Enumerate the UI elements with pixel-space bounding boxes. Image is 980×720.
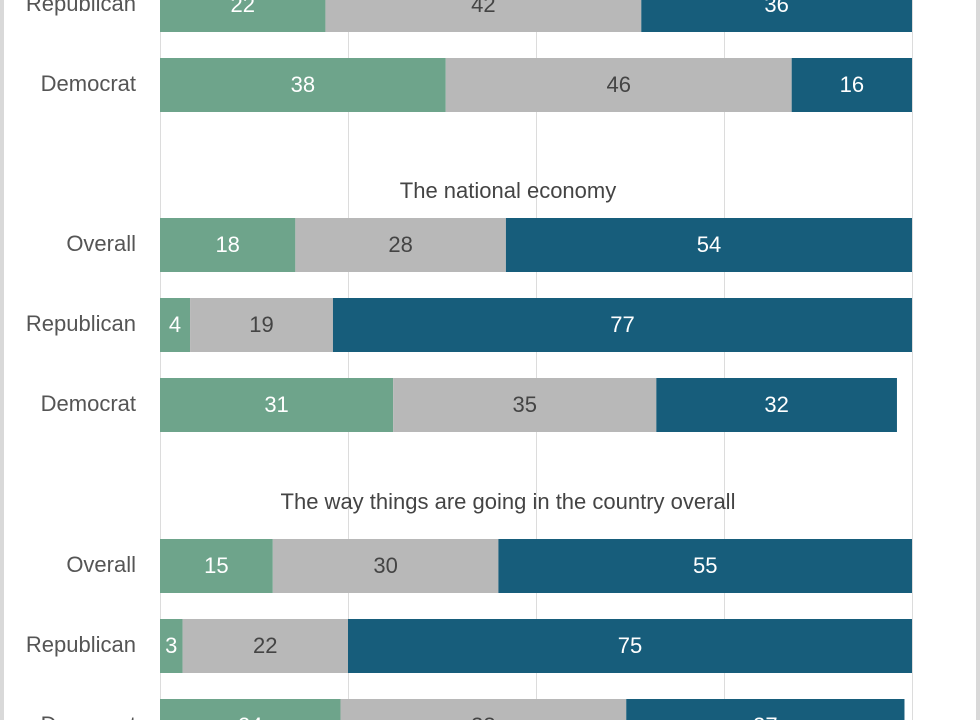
- value-label: 30: [373, 553, 397, 578]
- value-label: 28: [388, 232, 412, 257]
- bar-segment: [190, 298, 333, 352]
- category-label: Republican: [26, 0, 136, 16]
- value-label: 54: [697, 232, 721, 257]
- category-label: Democrat: [41, 712, 136, 720]
- bar-segment: [325, 0, 642, 32]
- category-label: Overall: [66, 552, 136, 577]
- bar-segment: [332, 298, 913, 352]
- bar-segment: [160, 298, 191, 352]
- value-label: 55: [693, 553, 717, 578]
- bar-segment: [160, 0, 326, 32]
- value-label: 18: [215, 232, 239, 257]
- value-label: 19: [249, 312, 273, 337]
- value-label: 22: [253, 633, 277, 658]
- value-label: 3: [165, 633, 177, 658]
- value-label: 77: [610, 312, 634, 337]
- bar-segment: [160, 58, 446, 112]
- bar-segment: [626, 699, 905, 720]
- bar-segment: [295, 218, 506, 272]
- bar-segment: [791, 58, 912, 112]
- value-label: 38: [471, 713, 495, 720]
- bar-segment: [505, 218, 912, 272]
- bar-segment: [182, 619, 348, 673]
- bar-segment: [160, 619, 183, 673]
- bar-segment: [445, 58, 792, 112]
- value-label: 16: [840, 72, 864, 97]
- value-label: 35: [512, 392, 536, 417]
- category-label: Republican: [26, 311, 136, 336]
- bar-segment: [160, 539, 273, 593]
- value-label: 46: [606, 72, 630, 97]
- bar-segment: [393, 378, 657, 432]
- value-label: 32: [764, 392, 788, 417]
- bar-segment: [656, 378, 897, 432]
- value-label: 38: [291, 72, 315, 97]
- value-label: 24: [238, 713, 262, 720]
- group-title: The way things are going in the country …: [281, 489, 736, 514]
- category-label: Democrat: [41, 71, 136, 96]
- value-label: 15: [204, 553, 228, 578]
- value-label: 31: [264, 392, 288, 417]
- stacked-bar-chart: Republican 22 42 36 Democrat 38 46 16 The nation…: [26, 0, 913, 720]
- value-label: 37: [753, 713, 777, 720]
- value-label: 75: [618, 633, 642, 658]
- bar-segment: [160, 378, 394, 432]
- bar-segment: [498, 539, 912, 593]
- bar-segment: [160, 699, 341, 720]
- bar-segment: [641, 0, 912, 32]
- value-label: 36: [764, 0, 788, 17]
- bar-segment: [340, 699, 627, 720]
- category-label: Republican: [26, 632, 136, 657]
- chart-panel: Republican 22 42 36 Democrat 38 46 16 The nation…: [4, 0, 976, 720]
- bar-segment: [272, 539, 499, 593]
- value-label: 4: [169, 312, 181, 337]
- category-label: Overall: [66, 231, 136, 256]
- group-title: The national economy: [400, 178, 616, 203]
- value-label: 42: [471, 0, 495, 17]
- bar-segment: [160, 218, 296, 272]
- value-label: 22: [230, 0, 254, 17]
- bar-segment: [348, 619, 912, 673]
- category-label: Democrat: [41, 391, 136, 416]
